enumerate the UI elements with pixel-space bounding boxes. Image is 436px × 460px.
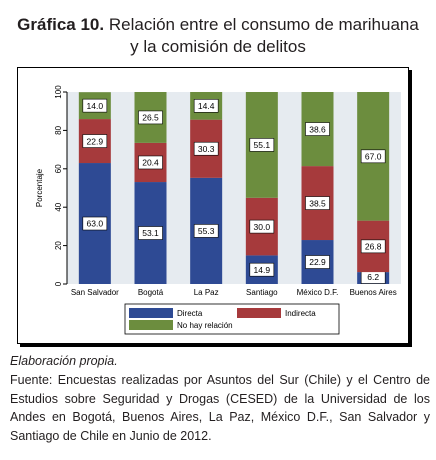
data-label: 55.1 xyxy=(254,140,271,150)
x-tick-label: San Salvador xyxy=(71,288,119,297)
data-label-box xyxy=(360,239,386,254)
y-tick-label: 60 xyxy=(54,164,63,173)
chart-frame: 0 20 40 60 80 100 Porcentaje 63.0 22.9 14.0 San Sa… xyxy=(17,67,409,344)
data-label: 22.9 xyxy=(87,136,104,146)
plot-area xyxy=(67,92,401,284)
x-tick-label: Santiago xyxy=(246,288,278,297)
chart-title-line2: y la comisión de delitos xyxy=(130,37,306,56)
data-label-box xyxy=(82,98,108,113)
x-tick-label: La Paz xyxy=(194,288,219,297)
data-label-box xyxy=(305,122,330,136)
data-label: 22.9 xyxy=(309,257,326,267)
y-tick-label: 20 xyxy=(54,241,63,250)
data-label: 53.1 xyxy=(142,228,159,238)
data-label-box xyxy=(305,255,330,269)
data-label: 14.9 xyxy=(254,265,271,275)
data-label: 14.4 xyxy=(198,101,215,111)
y-axis-label: Porcentaje xyxy=(35,168,44,207)
data-label-box xyxy=(82,134,108,148)
elaboration-note: Elaboración propia. xyxy=(10,354,118,368)
data-label: 30.0 xyxy=(254,222,271,232)
legend-label: No hay relación xyxy=(177,321,233,330)
data-label: 30.3 xyxy=(198,144,215,154)
data-label: 20.4 xyxy=(142,158,159,168)
y-tick-label: 100 xyxy=(54,85,63,99)
source-note: Fuente: Encuestas realizadas por Asuntos… xyxy=(10,373,430,443)
data-label-box xyxy=(193,224,219,238)
figure-number: Gráfica 10. xyxy=(17,15,105,34)
data-label-box xyxy=(249,262,275,277)
x-tick-label: Buenos Aires xyxy=(350,288,397,297)
data-label: 14.0 xyxy=(87,101,104,111)
data-label: 63.0 xyxy=(87,219,104,229)
chart-title-line1: Gráfica 10. Relación entre el consumo de… xyxy=(0,14,436,35)
data-label-box xyxy=(138,110,163,125)
data-label-box xyxy=(193,141,219,156)
data-label-box xyxy=(360,149,386,164)
y-tick-label: 80 xyxy=(54,125,63,134)
stacked-bar-chart: 0 20 40 60 80 100 Porcentaje 63.0 22.9 14.0 San Sa… xyxy=(35,85,401,335)
y-tick-label: 40 xyxy=(54,202,63,211)
data-label: 67.0 xyxy=(365,152,382,162)
data-label: 6.2 xyxy=(367,272,379,282)
legend-swatch xyxy=(237,308,281,318)
data-label-box xyxy=(82,216,108,231)
data-label-box xyxy=(138,226,163,240)
data-label-box xyxy=(305,196,330,210)
data-label: 38.5 xyxy=(309,198,326,208)
legend-label: Directa xyxy=(177,309,203,318)
legend-swatch xyxy=(129,320,173,330)
chart-title-text-line1: Relación entre el consumo de marihuana xyxy=(108,15,419,34)
y-tick-label: 0 xyxy=(54,281,63,286)
x-tick-label: Bogotá xyxy=(138,288,164,297)
x-tick-label: México D.F. xyxy=(297,288,339,297)
data-label: 38.6 xyxy=(309,124,326,134)
data-label-box xyxy=(193,99,219,113)
data-label-box xyxy=(249,138,275,152)
data-label: 26.8 xyxy=(365,242,382,252)
data-label-box xyxy=(138,155,163,170)
data-label: 26.5 xyxy=(142,113,159,123)
data-label: 55.3 xyxy=(198,226,215,236)
data-label-box xyxy=(249,219,275,234)
legend-swatch xyxy=(129,308,173,318)
legend-label: Indirecta xyxy=(285,309,316,318)
